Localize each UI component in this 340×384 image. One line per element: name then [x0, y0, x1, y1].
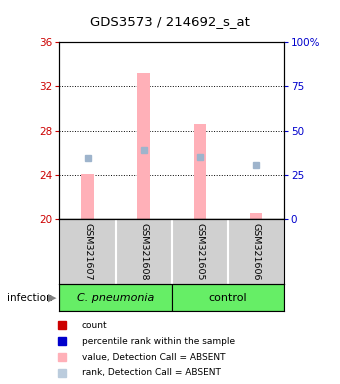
Text: control: control — [208, 293, 247, 303]
Bar — [81, 174, 94, 219]
Text: infection: infection — [7, 293, 52, 303]
Bar — [193, 124, 206, 219]
Text: ▶: ▶ — [49, 293, 57, 303]
Bar — [172, 284, 284, 311]
Text: GSM321605: GSM321605 — [195, 223, 204, 280]
Text: percentile rank within the sample: percentile rank within the sample — [82, 337, 235, 346]
Text: value, Detection Call = ABSENT: value, Detection Call = ABSENT — [82, 353, 225, 362]
Text: GSM321607: GSM321607 — [83, 223, 92, 280]
Text: rank, Detection Call = ABSENT: rank, Detection Call = ABSENT — [82, 368, 221, 377]
Text: GSM321606: GSM321606 — [251, 223, 260, 280]
Bar — [137, 73, 150, 219]
Text: GDS3573 / 214692_s_at: GDS3573 / 214692_s_at — [90, 15, 250, 28]
Bar — [250, 214, 262, 219]
Text: GSM321608: GSM321608 — [139, 223, 148, 280]
Text: count: count — [82, 321, 107, 330]
Text: C. pneumonia: C. pneumonia — [77, 293, 154, 303]
Bar — [59, 284, 172, 311]
